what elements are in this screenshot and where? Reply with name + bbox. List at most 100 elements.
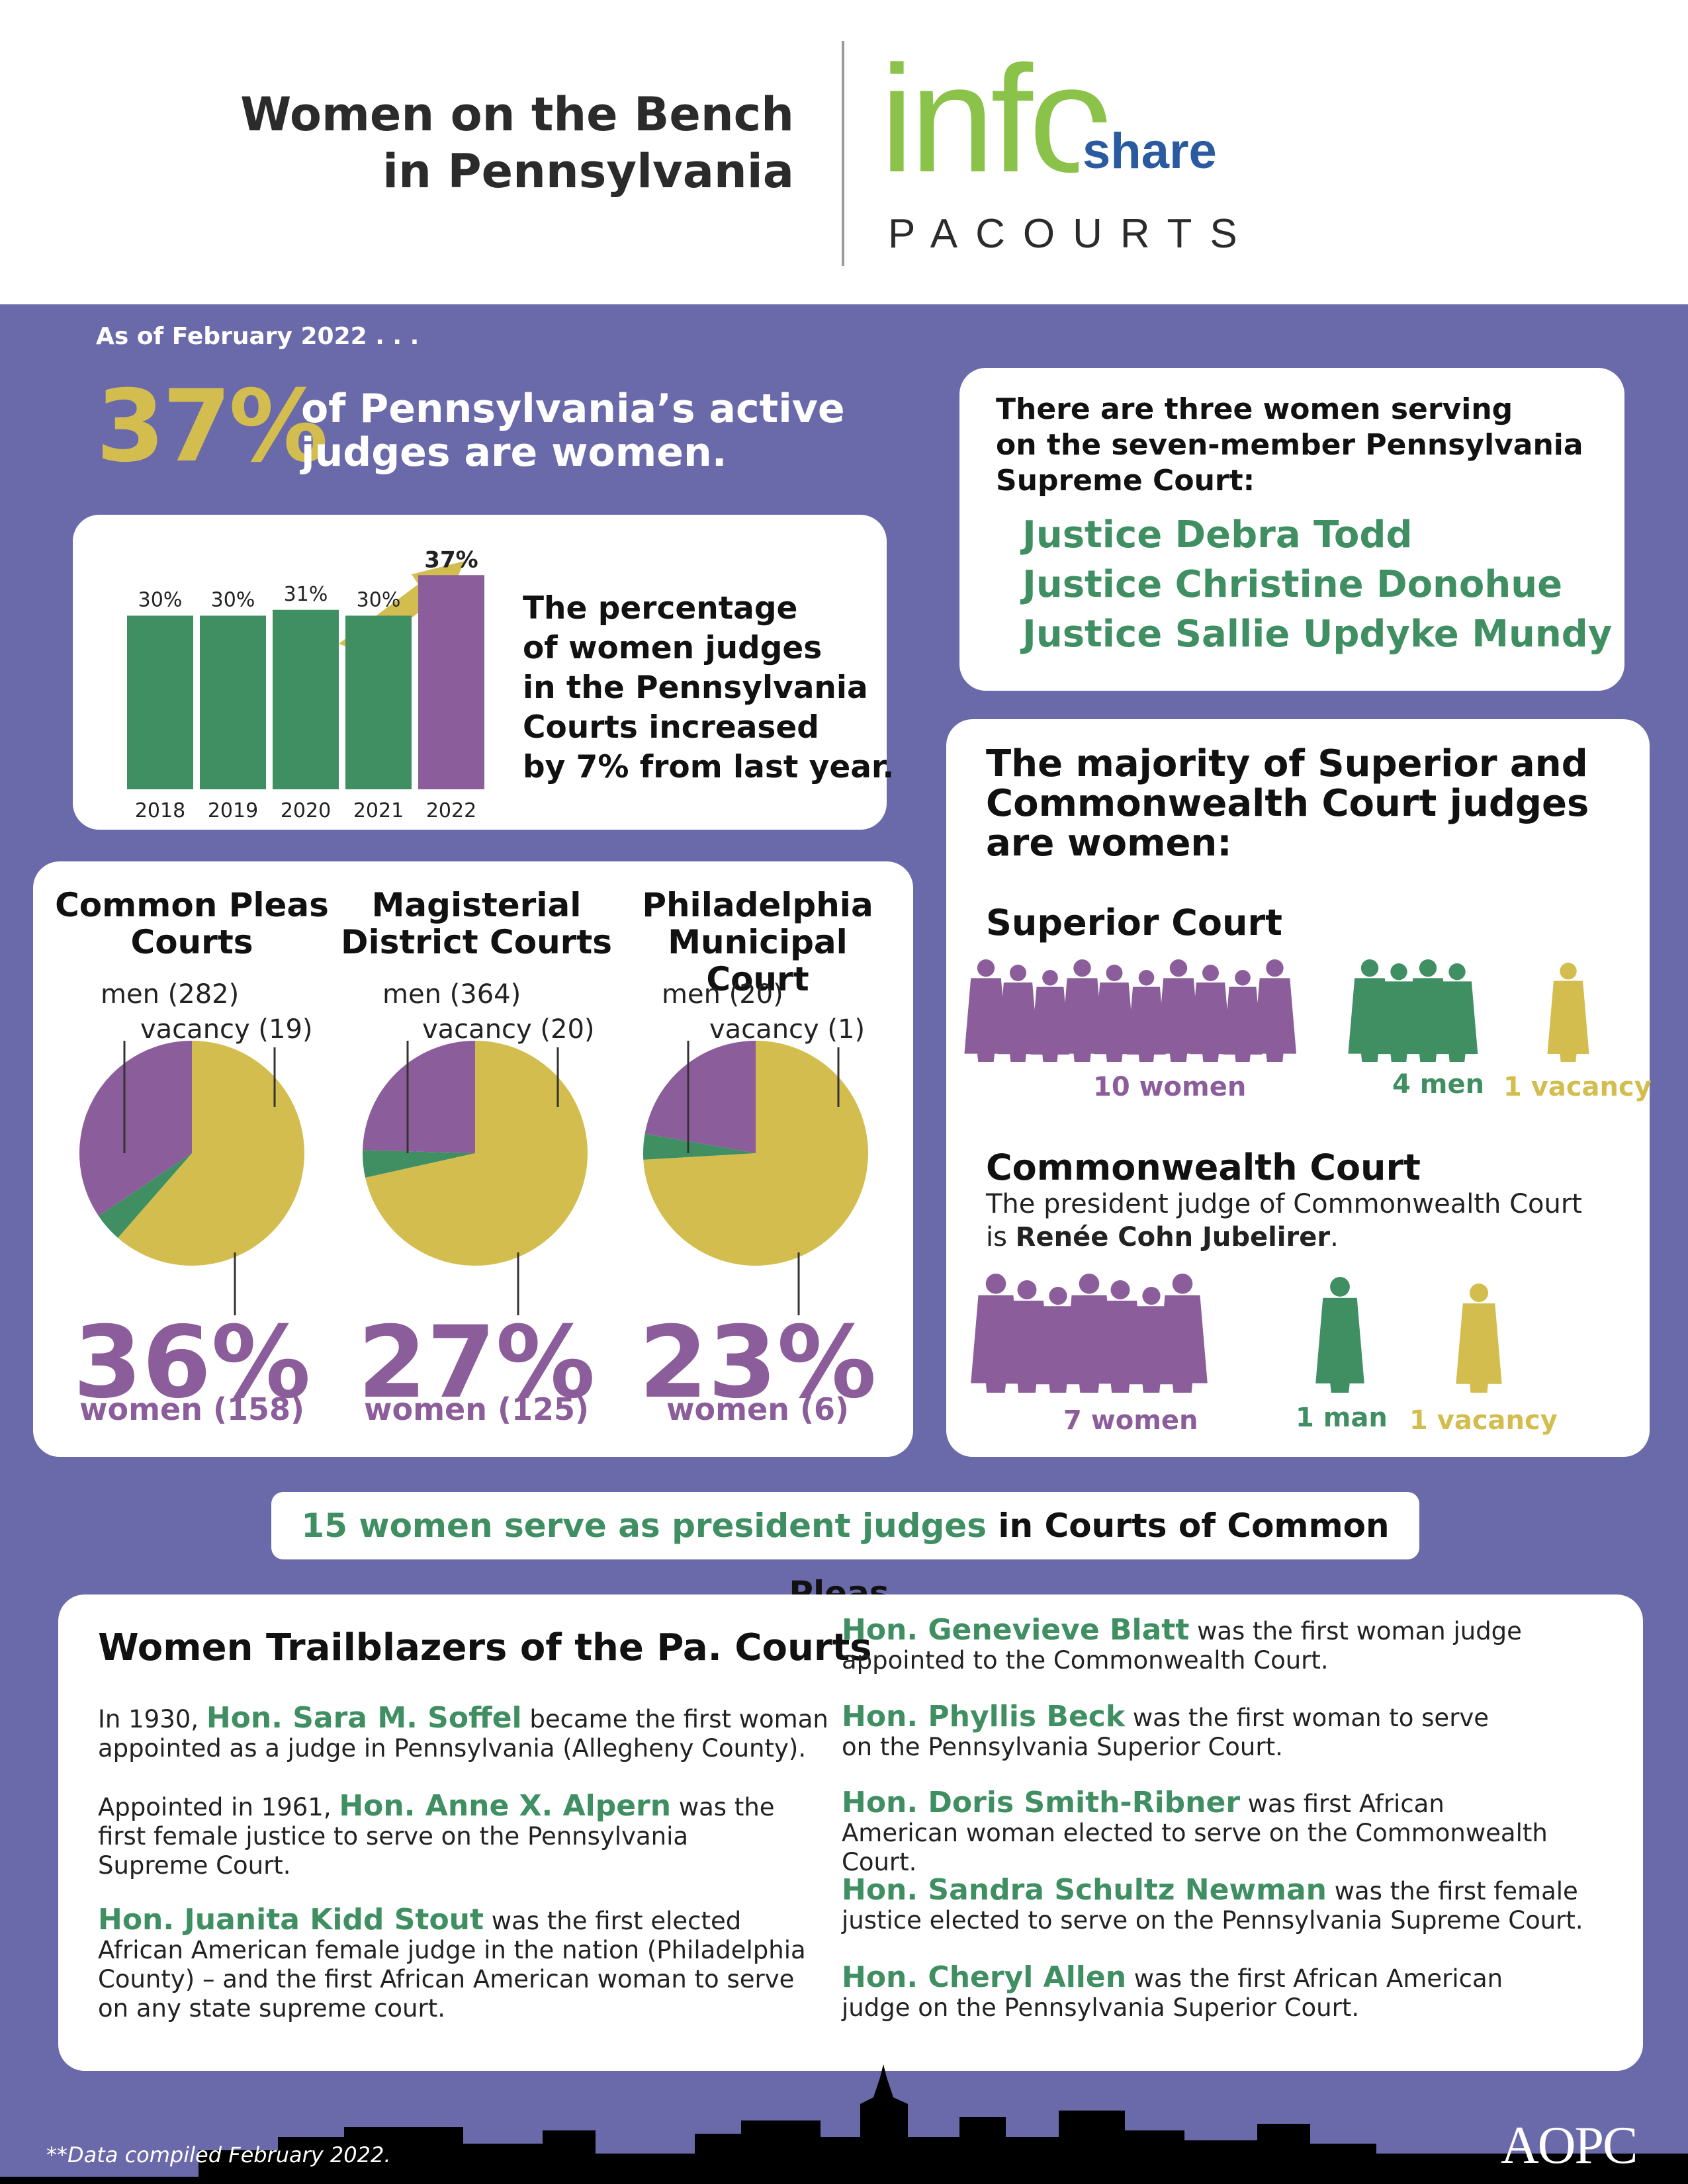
headline-text: of Pennsylvania’s active judges are wome… bbox=[301, 387, 845, 474]
judge-figure-woman-icon bbox=[1079, 1274, 1100, 1294]
bar-desc-line: by 7% from last year. bbox=[523, 749, 895, 785]
judge-figure-man-icon bbox=[1448, 963, 1466, 981]
commonwealth-figures bbox=[971, 1274, 1502, 1393]
trailblazer-entry: Hon. Juanita Kidd Stout was the first el… bbox=[98, 1905, 806, 2023]
commonwealth-description: The president judge of Commonwealth Cour… bbox=[986, 1188, 1582, 1254]
justice-name: Justice Christine Donohue bbox=[1022, 563, 1563, 606]
pie-slice bbox=[79, 1041, 192, 1216]
judge-figure-woman-icon bbox=[1266, 959, 1284, 977]
entry-name: Hon. Juanita Kidd Stout bbox=[98, 1903, 484, 1937]
pie-slice bbox=[98, 1153, 192, 1238]
judge-figure-woman-icon-robe bbox=[964, 978, 1008, 1062]
superior-figures bbox=[964, 959, 1589, 1062]
cw-desc-line-2: is Renée Cohn Jubelirer. bbox=[986, 1221, 1582, 1254]
trailblazers-card bbox=[58, 1594, 1643, 2071]
bar-value-label: 30% bbox=[357, 589, 401, 612]
supreme-court-card bbox=[959, 368, 1624, 691]
judge-figure-man-icon bbox=[1390, 963, 1407, 981]
judge-figure-vacancy-icon bbox=[1469, 1284, 1489, 1303]
judge-figure-woman-icon-robe bbox=[1253, 978, 1297, 1062]
bar-2022 bbox=[418, 575, 484, 789]
trailblazer-entry: Hon. Cheryl Allen was the first African … bbox=[842, 1963, 1576, 2023]
judge-figure-vacancy-icon bbox=[1560, 963, 1577, 980]
pie-label-vacancy: vacancy (1) bbox=[709, 1014, 866, 1045]
as-of-date: As of February 2022 . . . bbox=[96, 323, 420, 350]
entry-post: was the first female justice elected to … bbox=[842, 1877, 1583, 1935]
judge-figure-man-icon-robe bbox=[1315, 1297, 1364, 1393]
pie-label-men: men (282) bbox=[101, 979, 240, 1010]
cw-desc-post: . bbox=[1330, 1222, 1339, 1252]
bar-description: The percentage of women judges in the Pe… bbox=[523, 589, 894, 787]
bar-category-label: 2019 bbox=[208, 799, 258, 822]
pie-heading-magisterial: Magisterial District Courts bbox=[337, 887, 615, 961]
entry-name: Hon. Genevieve Blatt bbox=[842, 1613, 1190, 1647]
bar-value-label: 37% bbox=[424, 546, 478, 573]
pie-label-vacancy: vacancy (20) bbox=[422, 1014, 595, 1045]
pie-slice bbox=[643, 1041, 869, 1266]
cw-desc-name: Renée Cohn Jubelirer bbox=[1015, 1222, 1331, 1252]
pie-heading-line: District Courts bbox=[340, 923, 612, 961]
judge-figure-woman-icon-robe bbox=[1127, 986, 1166, 1062]
judge-figure-woman-icon bbox=[985, 1274, 1006, 1294]
judge-figure-woman-icon-robe bbox=[1060, 978, 1104, 1062]
pie-slice bbox=[643, 1133, 756, 1160]
judge-figure-woman-icon-robe bbox=[1030, 986, 1070, 1062]
entry-post: was first African American woman elected… bbox=[842, 1790, 1548, 1876]
headline-percent: 37% bbox=[96, 369, 328, 484]
superior-men-label: 4 men bbox=[1392, 1069, 1485, 1100]
judge-figure-woman-icon bbox=[1138, 970, 1155, 986]
header-divider bbox=[842, 41, 844, 266]
pie-slice bbox=[363, 1150, 475, 1178]
judge-figure-woman-icon bbox=[1042, 970, 1058, 986]
aopc-logo: AOPC bbox=[1501, 2117, 1638, 2175]
entry-name: Hon. Phyllis Beck bbox=[842, 1700, 1126, 1733]
trailblazer-entry: Hon. Phyllis Beck was the first woman to… bbox=[842, 1702, 1503, 1762]
entry-post: was the first elected African American f… bbox=[98, 1907, 806, 2023]
pie-women-percent: 36% bbox=[73, 1305, 311, 1420]
cw-desc-line-1: The president judge of Commonwealth Cour… bbox=[986, 1189, 1582, 1219]
pie-women-count: women (158) bbox=[79, 1391, 305, 1427]
majority-title-line: The majority of Superior and bbox=[986, 742, 1588, 785]
judge-figure-woman-icon bbox=[1106, 965, 1123, 981]
headline-line-2: judges are women. bbox=[301, 429, 727, 476]
pie-label-vacancy: vacancy (19) bbox=[140, 1014, 313, 1045]
supreme-intro-line: There are three women serving bbox=[996, 392, 1513, 426]
logo-pacourts-text: PACOURTS bbox=[888, 211, 1255, 257]
entry-post: was the first woman judge appointed to t… bbox=[842, 1617, 1522, 1675]
pie-heading-philadelphia: Philadelphia Municipal Court bbox=[619, 887, 897, 998]
bar-category-label: 2018 bbox=[135, 799, 185, 822]
judge-figure-woman-icon-robe bbox=[1157, 978, 1200, 1062]
commonwealth-vacancy-label: 1 vacancy bbox=[1409, 1405, 1558, 1436]
trailblazer-entry: In 1930, Hon. Sara M. Soffel became the … bbox=[98, 1704, 846, 1763]
judge-figure-vacancy-icon-robe bbox=[1456, 1303, 1502, 1393]
title-line-1: Women on the Bench bbox=[240, 87, 794, 142]
pie-heading-line: Magisterial bbox=[371, 886, 582, 924]
title-line-2: in Pennsylvania bbox=[382, 144, 794, 198]
entry-pre: Appointed in 1961, bbox=[98, 1793, 339, 1821]
judge-figure-woman-icon-robe bbox=[1190, 982, 1231, 1062]
judge-figure-woman-icon bbox=[1049, 1287, 1067, 1305]
pie-women-count: women (125) bbox=[363, 1391, 590, 1427]
footnote: **Data compiled February 2022. bbox=[46, 2142, 391, 2167]
pie-charts bbox=[79, 1041, 869, 1315]
commonwealth-men-label: 1 man bbox=[1296, 1403, 1388, 1433]
judge-figure-man-icon-robe bbox=[1436, 981, 1478, 1062]
entry-pre: In 1930, bbox=[98, 1705, 206, 1733]
supreme-intro-line: on the seven-member Pennsylvania bbox=[996, 428, 1583, 462]
pie-heading-common-pleas: Common Pleas Courts bbox=[53, 887, 331, 961]
bar-category-label: 2022 bbox=[426, 799, 476, 822]
commonwealth-women-label: 7 women bbox=[1063, 1405, 1198, 1436]
entry-post: was the first female justice to serve on… bbox=[98, 1793, 775, 1880]
entry-post: became the first woman appointed as a ju… bbox=[98, 1705, 828, 1763]
majority-title-line: are women: bbox=[986, 822, 1232, 865]
judge-figure-woman-icon bbox=[1073, 959, 1091, 977]
pie-slice bbox=[118, 1041, 305, 1266]
pie-label-men: men (364) bbox=[382, 979, 521, 1010]
bar-desc-line: in the Pennsylvania bbox=[523, 670, 868, 706]
bar-2018 bbox=[127, 615, 193, 789]
bar-value-label: 30% bbox=[138, 589, 183, 612]
bar-desc-line: Courts increased bbox=[523, 709, 819, 746]
trailblazer-entry: Hon. Doris Smith-Ribner was first Africa… bbox=[842, 1788, 1556, 1877]
president-judges-banner: 15 women serve as president judges in Co… bbox=[271, 1492, 1419, 1612]
entry-name: Hon. Anne X. Alpern bbox=[339, 1789, 672, 1823]
